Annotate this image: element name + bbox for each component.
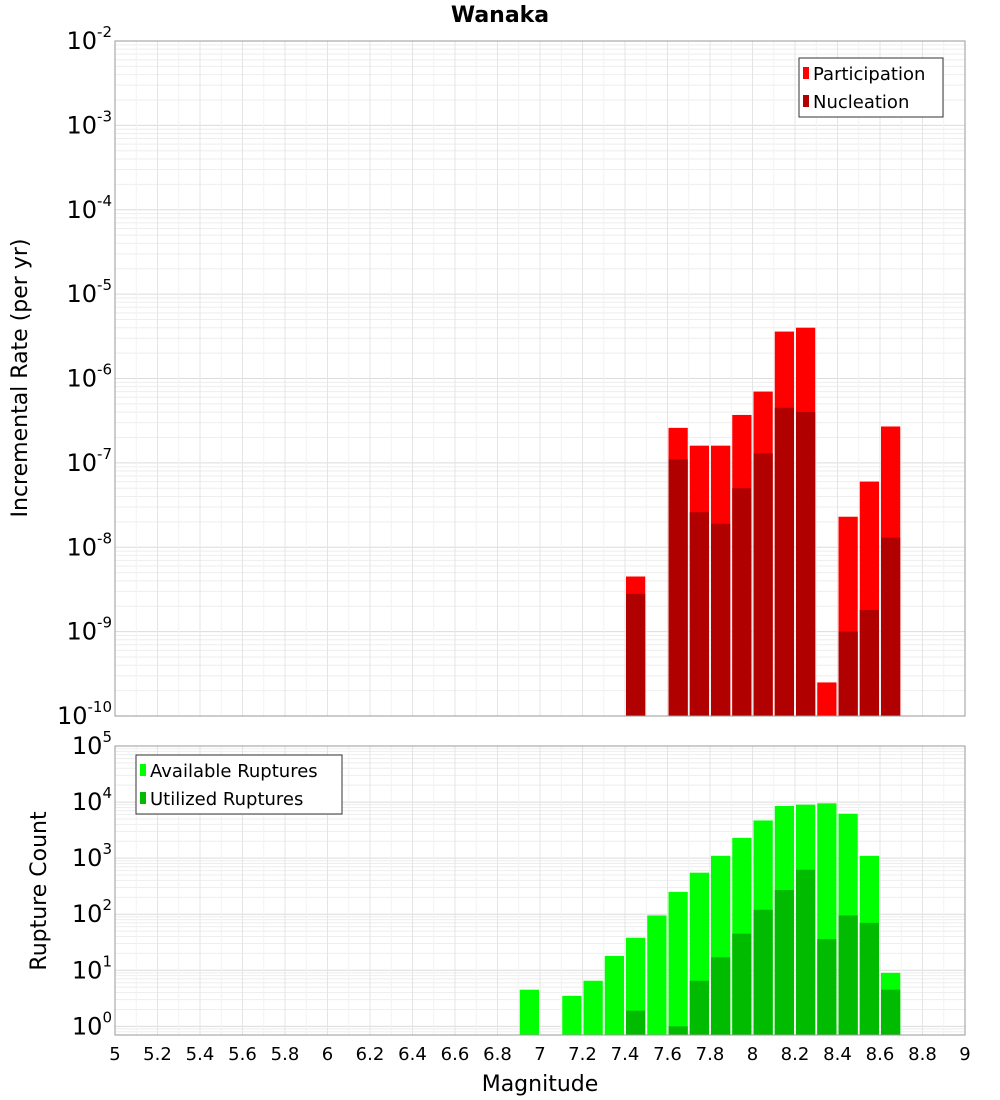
available-ruptures-bar <box>647 915 667 1035</box>
utilized-ruptures-bar <box>817 939 837 1035</box>
count-legend: Available Ruptures Utilized Ruptures <box>135 754 343 815</box>
utilized-legend-swatch <box>140 792 146 804</box>
nucleation-bar <box>838 631 858 716</box>
chart-title: Wanaka <box>451 3 549 28</box>
x-tick-label: 8.6 <box>866 1044 895 1065</box>
rate-y-ticks: 10-10 10-9 10-8 10-7 10-6 10-5 10-4 10-3 10-2 <box>57 23 112 730</box>
rate-y-tick-label: 10-9 <box>66 614 112 646</box>
participation-bar <box>817 682 837 716</box>
count-y-tick-label: 103 <box>72 840 112 872</box>
rate-y-tick-label: 10-2 <box>66 23 112 55</box>
x-tick-label: 8.8 <box>908 1044 937 1065</box>
available-legend-label: Available Ruptures <box>150 761 318 782</box>
utilized-ruptures-bar <box>753 909 773 1035</box>
utilized-ruptures-bar <box>668 1026 688 1035</box>
utilized-ruptures-bar <box>774 890 794 1035</box>
nucleation-bar <box>859 610 879 716</box>
magnitude-x-ticks: 5 5.2 5.4 5.6 5.8 6 6.2 6.4 6.6 6.8 7 7.2 7.4 7.6 7.8 8… <box>109 1044 970 1065</box>
count-y-tick-label: 101 <box>72 952 112 984</box>
utilized-ruptures-bar <box>838 915 858 1035</box>
x-tick-label: 6.4 <box>398 1044 427 1065</box>
count-y-tick-label: 104 <box>72 784 112 816</box>
utilized-legend-label: Utilized Ruptures <box>150 789 303 810</box>
available-ruptures-bar <box>562 995 582 1035</box>
rate-y-tick-label: 10-6 <box>66 361 112 393</box>
count-plot-frame <box>114 745 966 1036</box>
rate-y-tick-label: 10-5 <box>66 276 112 308</box>
nucleation-legend-label: Nucleation <box>813 92 909 113</box>
available-ruptures-bar <box>583 980 603 1035</box>
rate-y-tick-label: 10-8 <box>66 529 112 561</box>
count-y-tick-label: 100 <box>72 1008 112 1040</box>
rate-plot-frame <box>114 40 966 717</box>
available-ruptures-bar <box>519 989 539 1035</box>
nucleation-bar <box>881 537 901 716</box>
x-tick-label: 5.4 <box>186 1044 215 1065</box>
rate-legend-box <box>798 57 944 118</box>
participation-legend-label: Participation <box>813 64 925 85</box>
count-panel-bars <box>519 803 901 1035</box>
nucleation-bar <box>711 523 731 716</box>
x-tick-label: 7.8 <box>696 1044 725 1065</box>
rate-legend: Participation Nucleation <box>798 57 944 118</box>
nucleation-bar <box>796 412 816 716</box>
nucleation-bar <box>732 488 752 716</box>
nucleation-bar <box>689 512 709 716</box>
count-y-axis-label: Rupture Count <box>27 811 52 971</box>
utilized-ruptures-bar <box>711 957 731 1035</box>
rate-y-tick-label: 10-10 <box>57 698 112 730</box>
x-tick-label: 6 <box>322 1044 333 1065</box>
available-ruptures-bar <box>604 955 624 1035</box>
x-tick-label: 8.2 <box>781 1044 810 1065</box>
nucleation-bar <box>774 407 794 716</box>
x-tick-label: 6.8 <box>483 1044 512 1065</box>
available-ruptures-bar <box>626 937 646 1035</box>
x-tick-label: 8.4 <box>823 1044 852 1065</box>
x-tick-label: 5.8 <box>271 1044 300 1065</box>
x-tick-label: 7.6 <box>653 1044 682 1065</box>
rate-y-tick-label: 10-7 <box>66 445 112 477</box>
x-tick-label: 7 <box>534 1044 545 1065</box>
utilized-ruptures-bar <box>881 989 901 1035</box>
x-axis-label: Magnitude <box>482 1072 599 1097</box>
x-tick-label: 8 <box>747 1044 758 1065</box>
rate-y-tick-label: 10-4 <box>66 192 112 224</box>
rate-y-tick-label: 10-3 <box>66 107 112 139</box>
rate-y-axis-label: Incremental Rate (per yr) <box>8 239 33 518</box>
count-y-tick-label: 102 <box>72 896 112 928</box>
nucleation-bar <box>753 453 773 716</box>
count-y-tick-label: 105 <box>72 728 112 760</box>
x-tick-label: 5.2 <box>143 1044 172 1065</box>
count-legend-box <box>135 754 343 815</box>
nucleation-bar <box>626 593 646 716</box>
nucleation-bar <box>668 459 688 716</box>
x-tick-label: 9 <box>959 1044 970 1065</box>
nucleation-legend-swatch <box>803 95 809 107</box>
x-tick-label: 5.6 <box>228 1044 257 1065</box>
x-tick-label: 6.2 <box>356 1044 385 1065</box>
utilized-ruptures-bar <box>689 980 709 1035</box>
x-tick-label: 5 <box>109 1044 120 1065</box>
x-tick-label: 7.2 <box>568 1044 597 1065</box>
count-y-ticks: 100 101 102 103 104 105 <box>72 728 112 1040</box>
utilized-ruptures-bar <box>796 869 816 1035</box>
participation-legend-swatch <box>803 67 809 79</box>
utilized-ruptures-bar <box>626 1010 646 1035</box>
rate-panel-grid <box>114 40 966 717</box>
rate-panel-bars <box>626 327 901 716</box>
utilized-ruptures-bar <box>859 922 879 1035</box>
available-ruptures-bar <box>668 891 688 1035</box>
x-tick-label: 7.4 <box>611 1044 640 1065</box>
available-legend-swatch <box>140 764 146 776</box>
utilized-ruptures-bar <box>732 933 752 1035</box>
x-tick-label: 6.6 <box>441 1044 470 1065</box>
